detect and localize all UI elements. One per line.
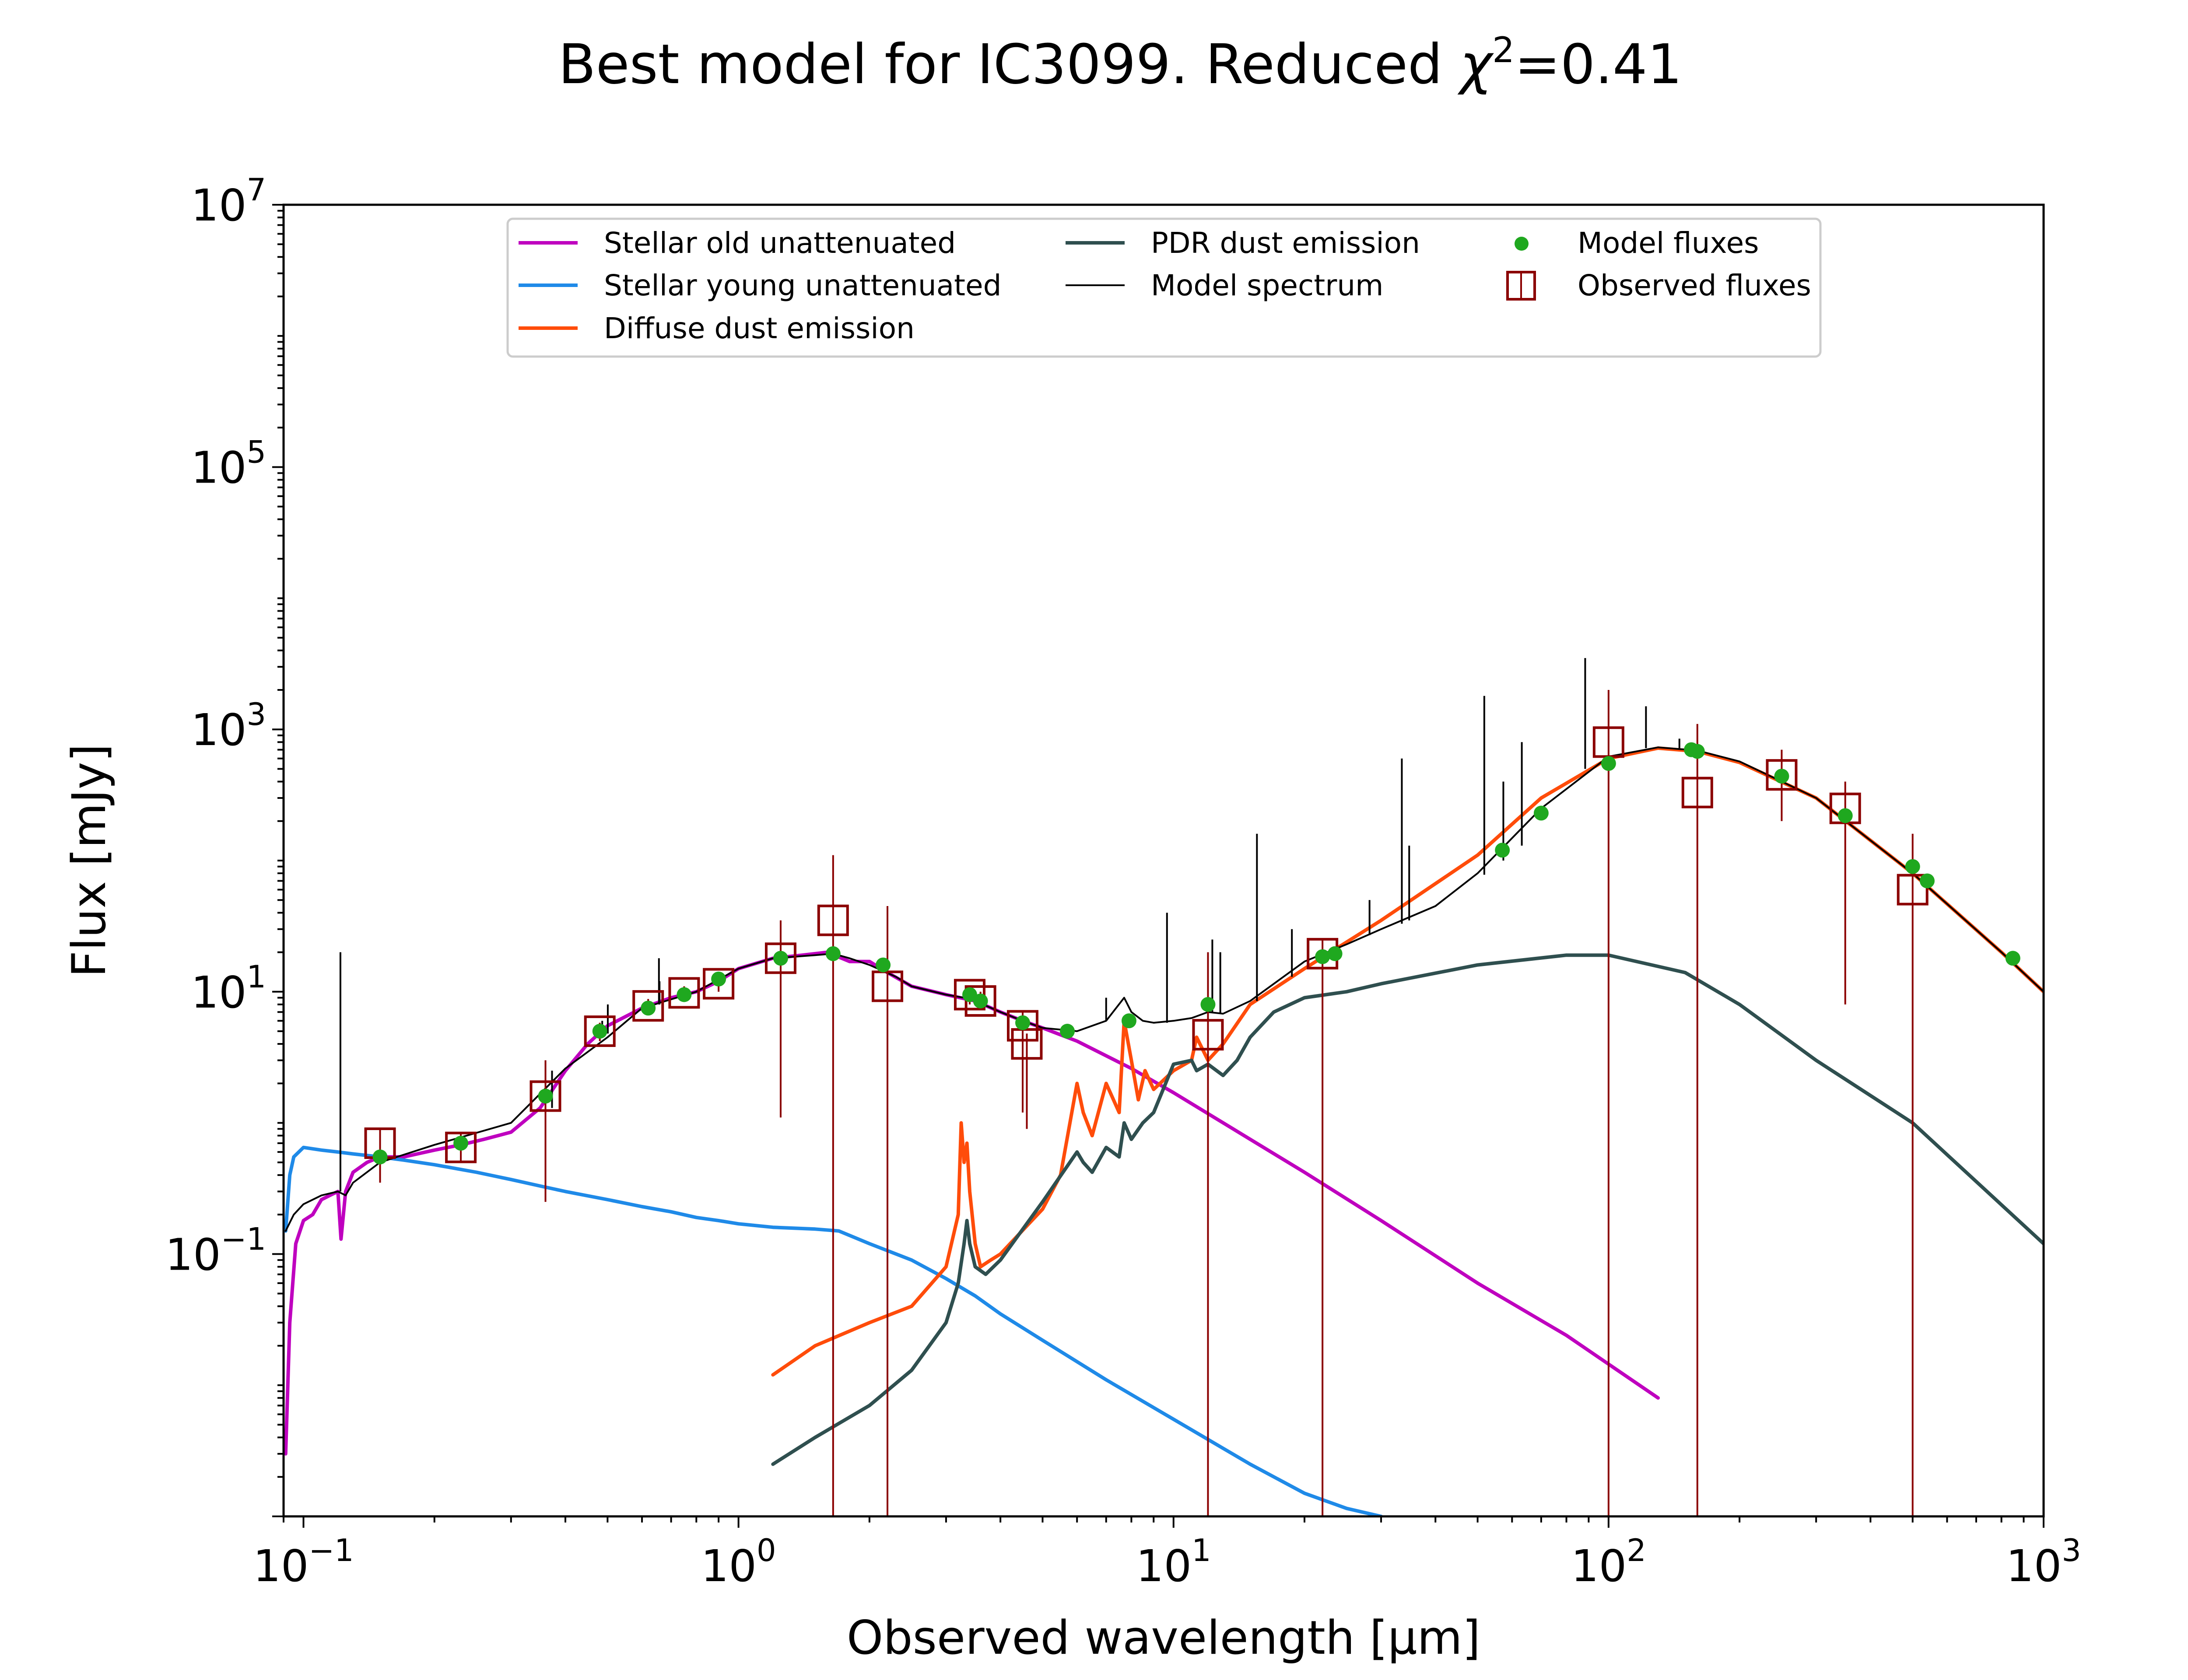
observed-flux-point [1192,1019,1224,1051]
model-flux-point [1200,997,1216,1012]
x-tick-label: 100 [701,1533,776,1592]
observed-flux-point [584,1015,616,1047]
model-flux-point [1060,1024,1075,1039]
model-flux-point [973,993,988,1008]
model-flux-point [711,971,726,987]
model-flux-point [538,1088,553,1104]
observed-flux-point [817,904,849,936]
observed-flux-point [529,1080,561,1112]
x-tick-label: 101 [1136,1533,1211,1592]
model-flux-point [1495,843,1510,858]
model-flux-point [825,946,841,961]
legend-entry-stellar-old-unattenuated: Stellar old unattenuated [519,226,956,260]
legend-label: Stellar young unattenuated [604,269,1002,302]
legend-entry-stellar-young-unattenuated: Stellar young unattenuated [519,269,1002,302]
model-flux-point [876,957,891,973]
model-flux-point [1121,1013,1136,1029]
model-flux-point [677,987,692,1002]
y-tick-label: 103 [191,696,266,756]
model-flux-point [592,1024,607,1039]
observed-errorbars-layer [379,690,1914,1516]
x-axis: 10−1 100 101 102 103 [253,1516,2081,1592]
x-axis-label: Observed wavelength [μm] [847,1611,1480,1665]
observed-flux-point [1897,874,1929,906]
x-tick-label: 103 [2006,1533,2081,1592]
model-flux-point [1015,1015,1030,1030]
series-layer [284,746,2044,1516]
model-flux-point [1315,949,1330,964]
legend-label: Model fluxes [1578,226,1759,260]
model-flux-point [773,951,788,966]
legend-label: Stellar old unattenuated [604,226,956,260]
legend-entry-observed-fluxes: Observed fluxes [1506,269,1811,302]
model-flux-point [453,1136,469,1151]
model-flux-point [1919,873,1935,889]
series-line-model-spectrum [284,746,2044,1232]
legend-entry-model-fluxes: Model fluxes [1515,226,1759,260]
observed-flux-point [1681,777,1713,808]
legend-entry-diffuse-dust-emission: Diffuse dust emission [519,312,915,345]
observed-flux-point [632,990,664,1022]
plot-frame [282,203,2045,1518]
model-flux-point [962,987,977,1002]
model-flux-point [1690,744,1705,759]
legend: Stellar old unattenuated Stellar young un… [506,217,1822,358]
series-line-pdr-dust-emission [771,953,2044,1466]
legend-box [506,217,1822,358]
y-tick-label: 101 [191,959,266,1018]
y-axis-label: Flux [mJy] [62,744,116,977]
observed-flux-point [764,942,796,974]
legend-entry-pdr-dust-emission: PDR dust emission [1066,226,1420,260]
observed-flux-point [1011,1028,1043,1060]
series-line-diffuse-dust-emission [771,746,2044,1377]
model-flux-point [641,1001,656,1016]
legend-label: Model spectrum [1151,269,1383,302]
y-tick-label: 10−1 [165,1221,266,1280]
model-flux-point [1837,808,1853,823]
y-axis: 10−1 101 103 105 107 [165,172,284,1517]
model-flux-point [2005,951,2020,966]
chart-title: Best model for IC3099. Reduced χ2=0.41 [558,30,1682,96]
legend-label: PDR dust emission [1151,226,1420,260]
x-tick-label: 10−1 [253,1533,354,1592]
observed-flux-point [445,1131,477,1163]
legend-label: Observed fluxes [1578,269,1811,302]
y-tick-label: 105 [191,434,266,494]
model-flux-point [1774,769,1789,784]
observed-fluxes-layer [364,726,1929,1163]
observed-flux-point [703,968,735,1000]
x-tick-label: 102 [1571,1533,1646,1592]
legend-swatch [1515,237,1529,251]
model-flux-point [1601,756,1616,771]
y-tick-label: 107 [191,172,266,231]
observed-flux-point [668,977,700,1009]
model-flux-point [1905,859,1920,874]
model-flux-point [1327,946,1343,961]
series-line-stellar-young-unattenuated [284,1145,1383,1516]
model-fluxes-layer [372,742,2020,1165]
model-flux-point [1533,805,1549,821]
legend-entry-model-spectrum: Model spectrum [1066,269,1383,302]
observed-flux-point [1006,1010,1038,1042]
model-flux-point [372,1149,388,1165]
observed-flux-point [1766,759,1798,791]
observed-flux-point [872,970,904,1002]
legend-label: Diffuse dust emission [604,312,915,345]
